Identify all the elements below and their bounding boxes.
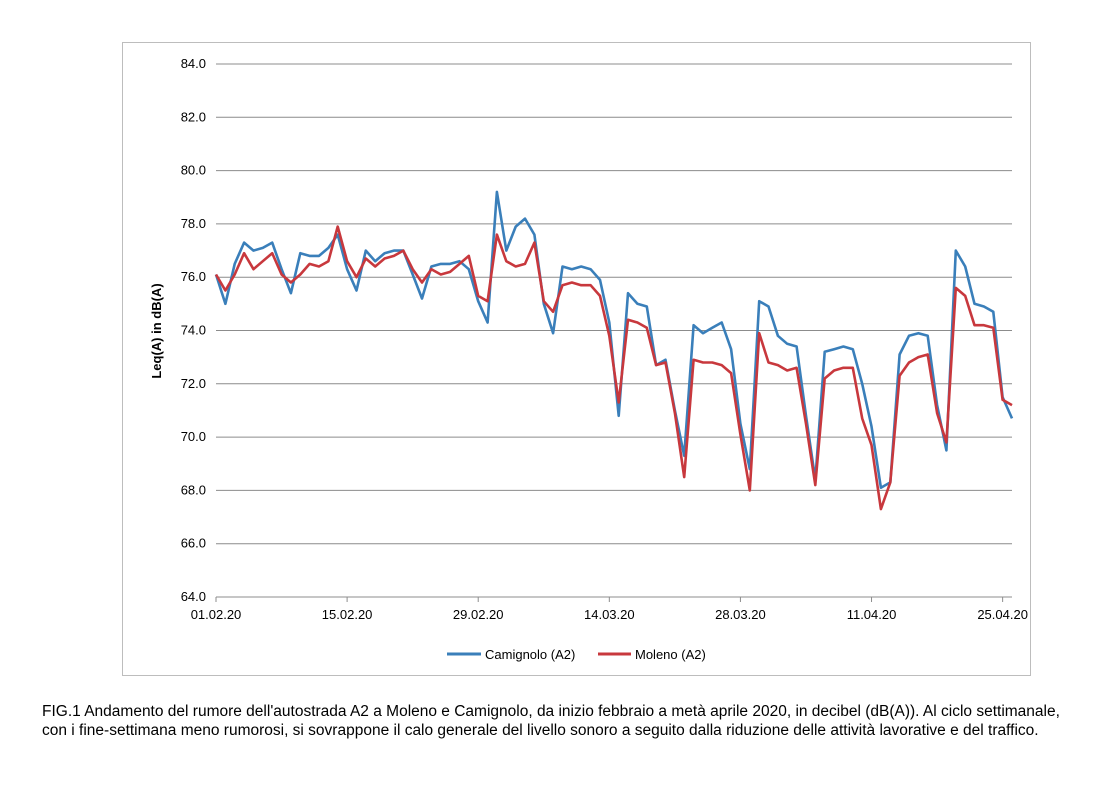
legend-item-moleno: Moleno (A2) [598, 647, 706, 662]
y-tick-label: 70.0 [181, 429, 206, 444]
chart-frame: 64.0 66.0 68.0 70.0 72.0 74.0 76.0 78.0 80.0 82.0… [122, 42, 1031, 676]
line-chart: 64.0 66.0 68.0 70.0 72.0 74.0 76.0 78.0 80.0 82.0… [149, 56, 1028, 662]
y-tick-label: 68.0 [181, 482, 206, 497]
y-tick-label: 80.0 [181, 163, 206, 178]
x-tick-label: 29.02.20 [453, 607, 504, 622]
legend: Camignolo (A2) Moleno (A2) [447, 647, 706, 662]
y-axis-title: Leq(A) in dB(A) [149, 283, 164, 378]
y-tick-label: 78.0 [181, 216, 206, 231]
y-tick-label: 66.0 [181, 536, 206, 551]
x-tick-label: 14.03.20 [584, 607, 635, 622]
legend-label-camignolo: Camignolo (A2) [485, 647, 575, 662]
y-tick-label: 64.0 [181, 589, 206, 604]
x-tick-label: 15.02.20 [322, 607, 373, 622]
y-tick-label: 76.0 [181, 269, 206, 284]
x-tick-label: 01.02.20 [191, 607, 242, 622]
x-tick-labels: 01.02.20 15.02.20 29.02.20 14.03.20 28.03.20… [191, 597, 1028, 622]
gridlines [216, 63, 1012, 545]
figure-caption: FIG.1 Andamento del rumore dell'autostra… [42, 703, 1060, 739]
legend-label-moleno: Moleno (A2) [635, 647, 706, 662]
series-line-moleno [214, 225, 1013, 511]
x-tick-label: 11.04.20 [847, 607, 897, 622]
y-tick-label: 72.0 [181, 376, 206, 391]
series-lines [214, 190, 1014, 511]
y-tick-label: 74.0 [181, 323, 206, 338]
y-tick-label: 84.0 [181, 56, 206, 71]
x-tick-label: 28.03.20 [715, 607, 766, 622]
y-tick-labels: 64.0 66.0 68.0 70.0 72.0 74.0 76.0 78.0 80.0 82.0… [181, 56, 206, 604]
legend-item-camignolo: Camignolo (A2) [447, 647, 575, 662]
y-tick-label: 82.0 [181, 109, 206, 124]
x-tick-label: 25.04.20 [977, 607, 1028, 622]
